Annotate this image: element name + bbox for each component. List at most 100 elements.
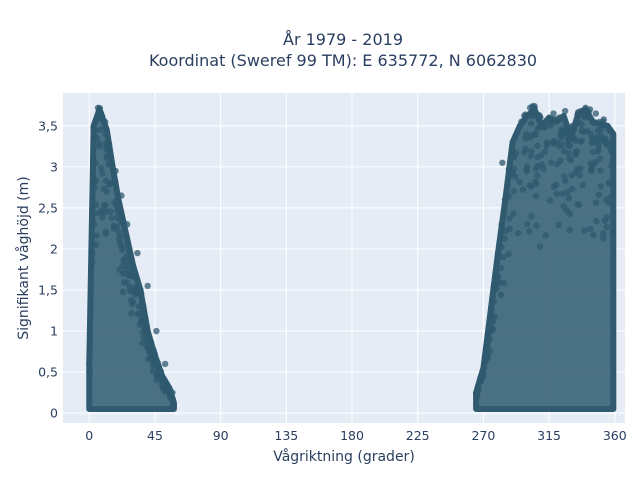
data-point: [565, 150, 572, 157]
data-point: [140, 319, 147, 327]
data-point: [518, 118, 525, 125]
chart-title: År 1979 - 2019: [283, 30, 403, 49]
data-point: [586, 106, 594, 113]
data-point: [144, 282, 151, 290]
data-point: [86, 354, 93, 361]
data-point: [86, 332, 94, 339]
data-point: [91, 133, 99, 140]
data-point: [536, 243, 544, 250]
data-point: [89, 218, 97, 226]
data-point: [484, 353, 491, 361]
y-tick-label: 0: [50, 406, 58, 421]
data-point: [522, 131, 530, 138]
data-point: [592, 199, 600, 206]
data-point: [86, 360, 93, 367]
data-point: [579, 128, 586, 135]
data-point: [593, 218, 600, 225]
data-point: [126, 272, 133, 279]
data-points: [86, 102, 617, 413]
data-point: [505, 250, 512, 258]
data-point: [498, 243, 505, 251]
data-point: [574, 120, 581, 127]
x-tick-label: 225: [406, 428, 430, 443]
data-point: [497, 264, 505, 272]
data-point: [121, 279, 128, 286]
data-point: [592, 158, 599, 166]
data-point: [602, 196, 610, 204]
x-tick-labels: 0 45 90 135 180 225 270 315 360: [85, 428, 626, 443]
data-point: [581, 227, 588, 234]
data-point: [97, 114, 105, 121]
data-point: [542, 232, 549, 239]
data-point: [144, 329, 152, 336]
data-point: [160, 377, 167, 384]
data-point: [608, 139, 616, 146]
data-point: [497, 291, 505, 299]
data-point: [125, 247, 133, 255]
data-point: [609, 228, 616, 236]
data-point: [574, 166, 581, 173]
data-point: [486, 335, 493, 343]
data-point: [116, 235, 123, 243]
data-point: [553, 190, 561, 198]
data-point: [595, 143, 603, 150]
data-point: [527, 120, 535, 127]
data-point: [482, 359, 489, 366]
data-point: [521, 112, 528, 120]
data-point: [533, 222, 540, 229]
y-tick-label: 3,5: [38, 118, 58, 133]
data-point: [574, 200, 581, 208]
data-point: [147, 354, 154, 362]
data-point: [537, 114, 544, 121]
data-point: [170, 400, 177, 407]
data-point: [587, 225, 594, 233]
data-point: [548, 139, 556, 146]
data-point: [128, 256, 135, 264]
data-point: [128, 310, 135, 317]
data-point: [597, 167, 604, 174]
data-point: [96, 107, 103, 115]
data-point: [606, 179, 614, 186]
data-point: [96, 143, 103, 150]
data-point: [138, 303, 145, 310]
data-point: [119, 288, 127, 296]
data-point: [115, 215, 123, 222]
data-point: [103, 154, 111, 161]
y-tick-label: 3: [50, 159, 58, 174]
data-point: [605, 126, 613, 134]
data-point: [105, 140, 113, 148]
data-point: [119, 246, 126, 254]
x-tick-label: 45: [147, 428, 163, 443]
data-point: [527, 134, 534, 141]
data-point: [579, 181, 586, 189]
data-point: [134, 287, 142, 295]
data-point: [112, 202, 120, 209]
data-point: [491, 280, 498, 287]
data-point: [572, 137, 579, 144]
data-point: [524, 220, 531, 228]
data-point: [161, 360, 169, 368]
data-point: [118, 192, 125, 199]
data-point: [598, 135, 606, 142]
data-point: [131, 274, 139, 281]
data-point: [114, 207, 121, 214]
data-point: [477, 377, 485, 385]
data-point: [558, 134, 565, 142]
data-point: [92, 159, 100, 167]
data-point: [509, 169, 517, 176]
data-point: [510, 187, 517, 195]
data-point: [494, 250, 502, 257]
data-point: [546, 197, 554, 204]
data-point: [590, 231, 597, 239]
data-point: [588, 167, 595, 175]
data-point: [506, 215, 513, 222]
data-point: [123, 253, 130, 260]
y-axis-label: Signifikant våghöjd (m): [15, 176, 32, 339]
data-point: [566, 155, 573, 162]
data-point: [105, 161, 112, 168]
data-point: [100, 185, 108, 193]
data-point: [89, 249, 96, 257]
data-point: [488, 312, 495, 319]
data-point: [578, 137, 585, 144]
data-point: [90, 124, 97, 131]
